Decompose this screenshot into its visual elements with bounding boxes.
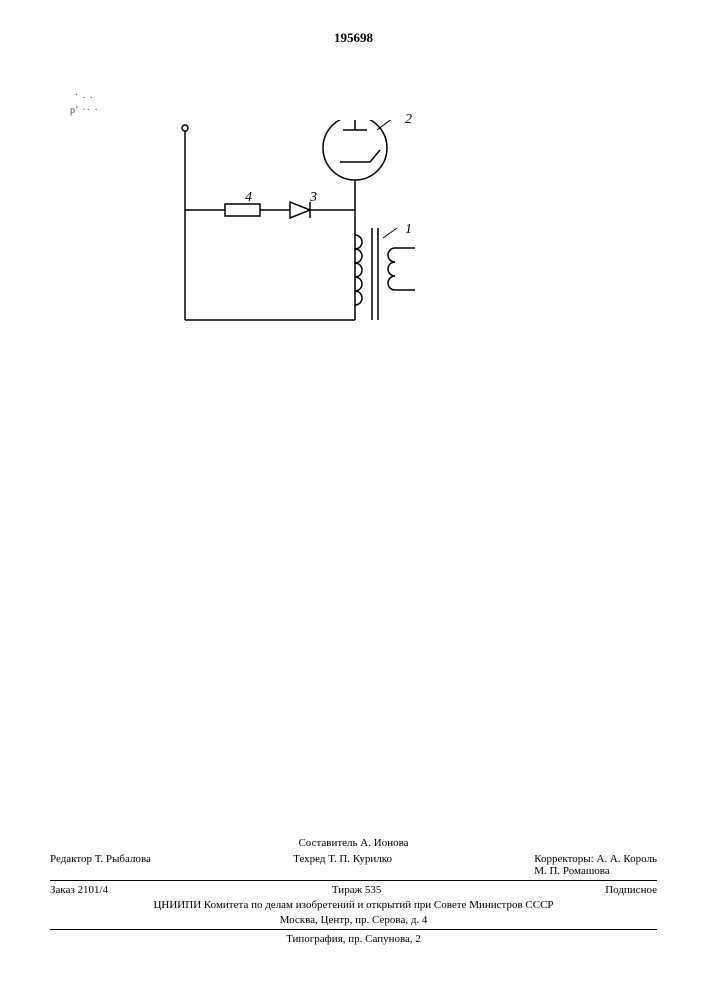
order-row: Заказ 2101/4 Тираж 535 Подписное	[50, 884, 657, 896]
noise-mark: ρ' ·· ·	[70, 105, 99, 116]
correctors: Корректоры: А. А. Король М. П. Ромашова	[534, 853, 657, 877]
transformer-label: 1	[405, 222, 412, 238]
circuit-diagram	[175, 120, 455, 355]
noise-mark: · . .	[75, 90, 93, 101]
publisher-line2: Москва, Центр, пр. Серова, д. 4	[50, 914, 657, 926]
page-number: 195698	[334, 30, 373, 46]
typography-line: Типография, пр. Сапунова, 2	[50, 933, 657, 945]
diode-label: 3	[310, 190, 317, 206]
compiler-line: Составитель А. Ионова	[50, 837, 657, 849]
order-number: Заказ 2101/4	[50, 884, 108, 896]
credits-row: Редактор Т. Рыбалова Техред Т. П. Курилк…	[50, 853, 657, 877]
tiraj: Тираж 535	[332, 884, 382, 896]
tech-editor: Техред Т. П. Курилко	[293, 853, 392, 877]
publisher-line1: ЦНИИПИ Комитета по делам изобретений и о…	[50, 899, 657, 911]
editor: Редактор Т. Рыбалова	[50, 853, 151, 877]
subscription: Подписное	[605, 884, 657, 896]
tube-label: 2	[405, 112, 412, 128]
divider	[50, 929, 657, 930]
resistor-label: 4	[245, 190, 252, 206]
schematic-svg	[175, 120, 455, 350]
divider	[50, 880, 657, 881]
footer-block: Составитель А. Ионова Редактор Т. Рыбало…	[50, 837, 657, 945]
